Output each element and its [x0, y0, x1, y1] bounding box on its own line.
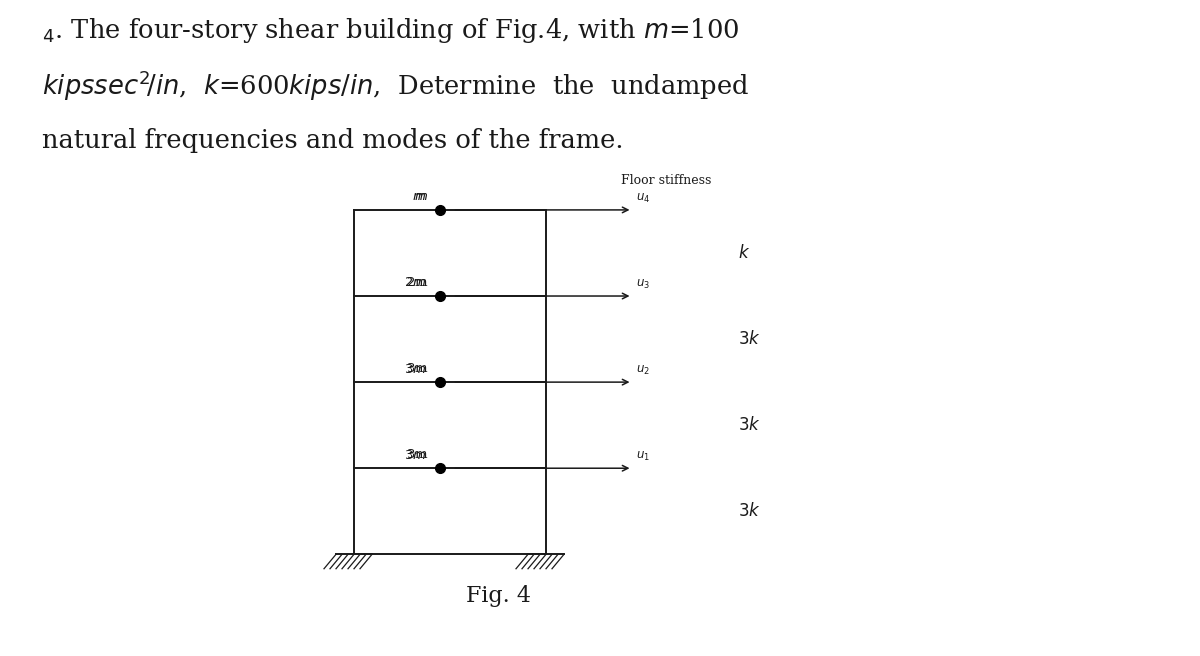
Text: $2\it{m}$: $2\it{m}$ — [403, 276, 426, 289]
Text: $\it{3}$m: $\it{3}$m — [406, 362, 428, 375]
Text: $\it{u}_1$: $\it{u}_1$ — [636, 450, 650, 463]
Text: $3\it{k}$: $3\it{k}$ — [738, 330, 761, 348]
Text: $3\it{m}$: $3\it{m}$ — [403, 363, 426, 375]
Text: $3\it{k}$: $3\it{k}$ — [738, 502, 761, 520]
Text: $\it{m}$: $\it{m}$ — [412, 190, 426, 203]
Text: $\it{u}_2$: $\it{u}_2$ — [636, 364, 650, 377]
Text: $\it{k}$: $\it{k}$ — [738, 244, 750, 262]
Text: $\it{u}_4$: $\it{u}_4$ — [636, 192, 650, 205]
Text: $\it{u}_3$: $\it{u}_3$ — [636, 277, 650, 291]
Text: natural frequencies and modes of the frame.: natural frequencies and modes of the fra… — [42, 128, 624, 153]
Text: $\it{kipssec}^2\!\it{/in}$,  $\it{k}$=600$\it{kips/in}$,  Determine  the  undamp: $\it{kipssec}^2\!\it{/in}$, $\it{k}$=600… — [42, 69, 750, 104]
Text: $_4$. The four-story shear building of Fig.4, with $\it{m}$=100: $_4$. The four-story shear building of F… — [42, 16, 739, 45]
Text: $\it{3}$m: $\it{3}$m — [406, 448, 428, 461]
Text: $\it{m}$: $\it{m}$ — [414, 190, 428, 203]
Text: $3\it{m}$: $3\it{m}$ — [403, 449, 426, 462]
Text: Floor stiffness: Floor stiffness — [620, 174, 712, 187]
Text: $\it{2}$m: $\it{2}$m — [406, 276, 428, 289]
Text: $3\it{k}$: $3\it{k}$ — [738, 416, 761, 434]
Text: Fig. 4: Fig. 4 — [466, 585, 530, 607]
